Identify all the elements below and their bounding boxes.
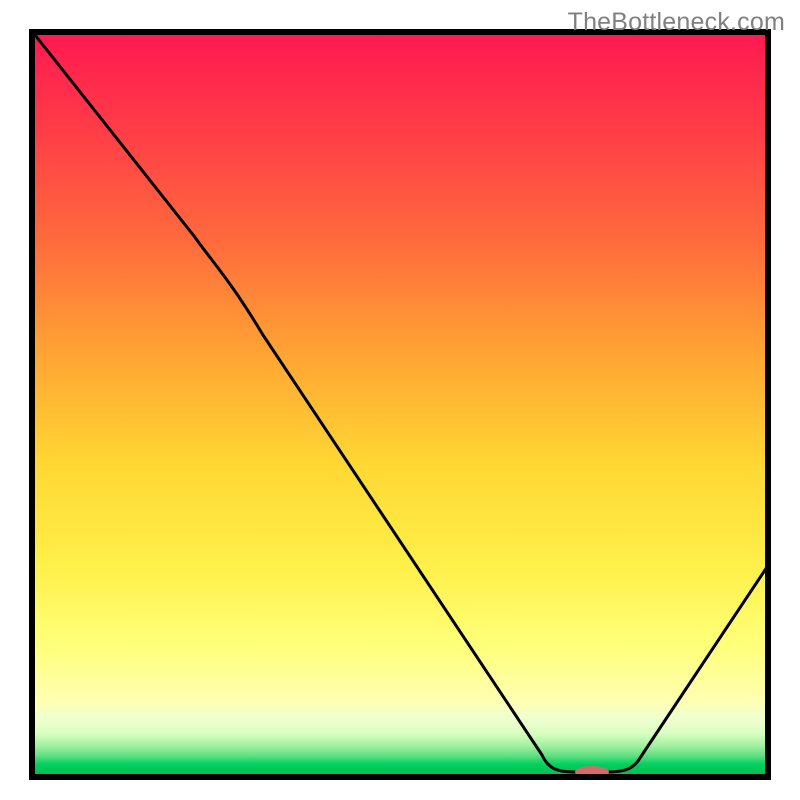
- watermark-text: TheBottleneck.com: [568, 8, 785, 37]
- chart-container: TheBottleneck.com: [0, 0, 800, 800]
- gradient-background: [35, 35, 765, 774]
- bottleneck-chart: [0, 0, 800, 800]
